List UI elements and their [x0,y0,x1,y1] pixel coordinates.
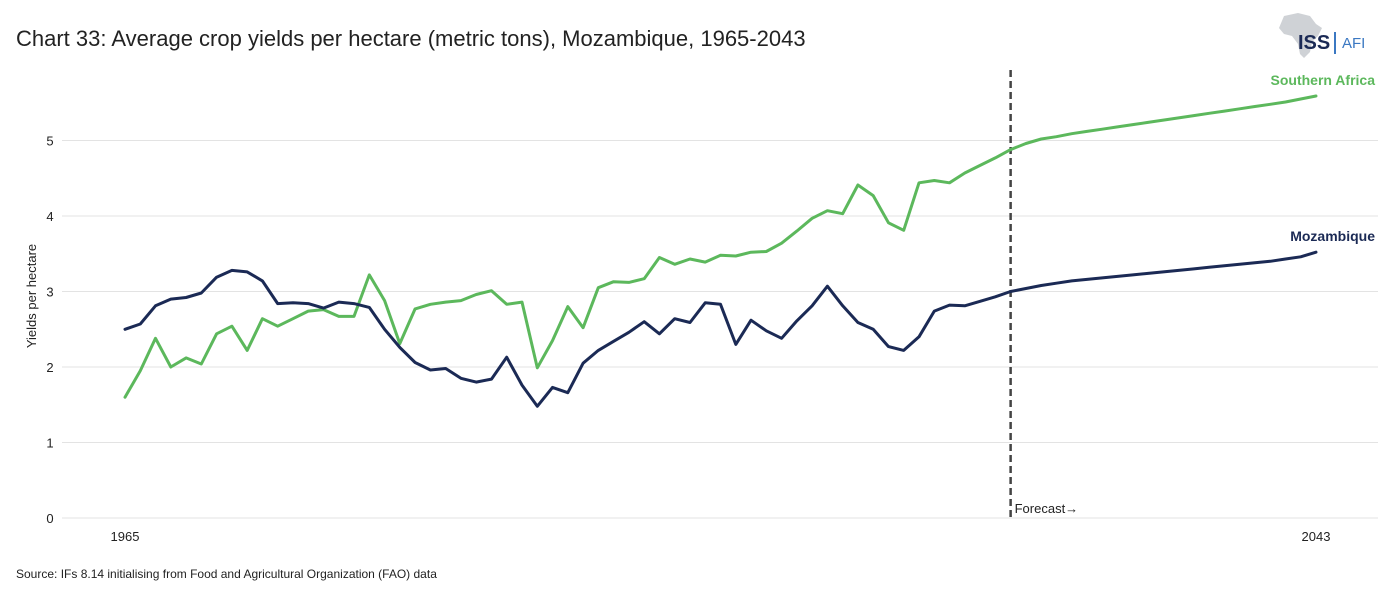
x-tick-label: 2043 [1302,529,1331,544]
logo-separator [1334,32,1336,54]
y-axis-ticks: 0 1 2 3 4 5 [46,134,53,527]
series-group: Southern Africa Mozambique [123,72,1376,408]
y-axis-label: Yields per hectare [24,244,39,348]
iss-afi-logo: ISS AFI [1270,10,1380,70]
chart-title: Chart 33: Average crop yields per hectar… [16,26,806,51]
series-line-mozambique [123,250,1318,408]
series-line-southern-africa [123,94,1318,399]
x-axis-ticks: 1965 2043 [111,529,1331,544]
series-label: Mozambique [1290,228,1375,244]
y-tick-label: 4 [46,209,53,224]
x-tick-label: 1965 [111,529,140,544]
forecast-label: Forecast→ [1015,501,1079,516]
y-tick-label: 0 [46,511,53,526]
africa-map-icon [1279,13,1322,58]
y-tick-label: 3 [46,285,53,300]
series-label: Southern Africa [1271,72,1376,88]
y-tick-label: 5 [46,134,53,149]
source-note: Source: IFs 8.14 initialising from Food … [16,567,437,581]
y-tick-label: 2 [46,360,53,375]
logo-afi-text: AFI [1342,35,1366,52]
logo-iss-text: ISS [1298,32,1331,54]
y-tick-label: 1 [46,436,53,451]
gridlines [62,140,1378,519]
